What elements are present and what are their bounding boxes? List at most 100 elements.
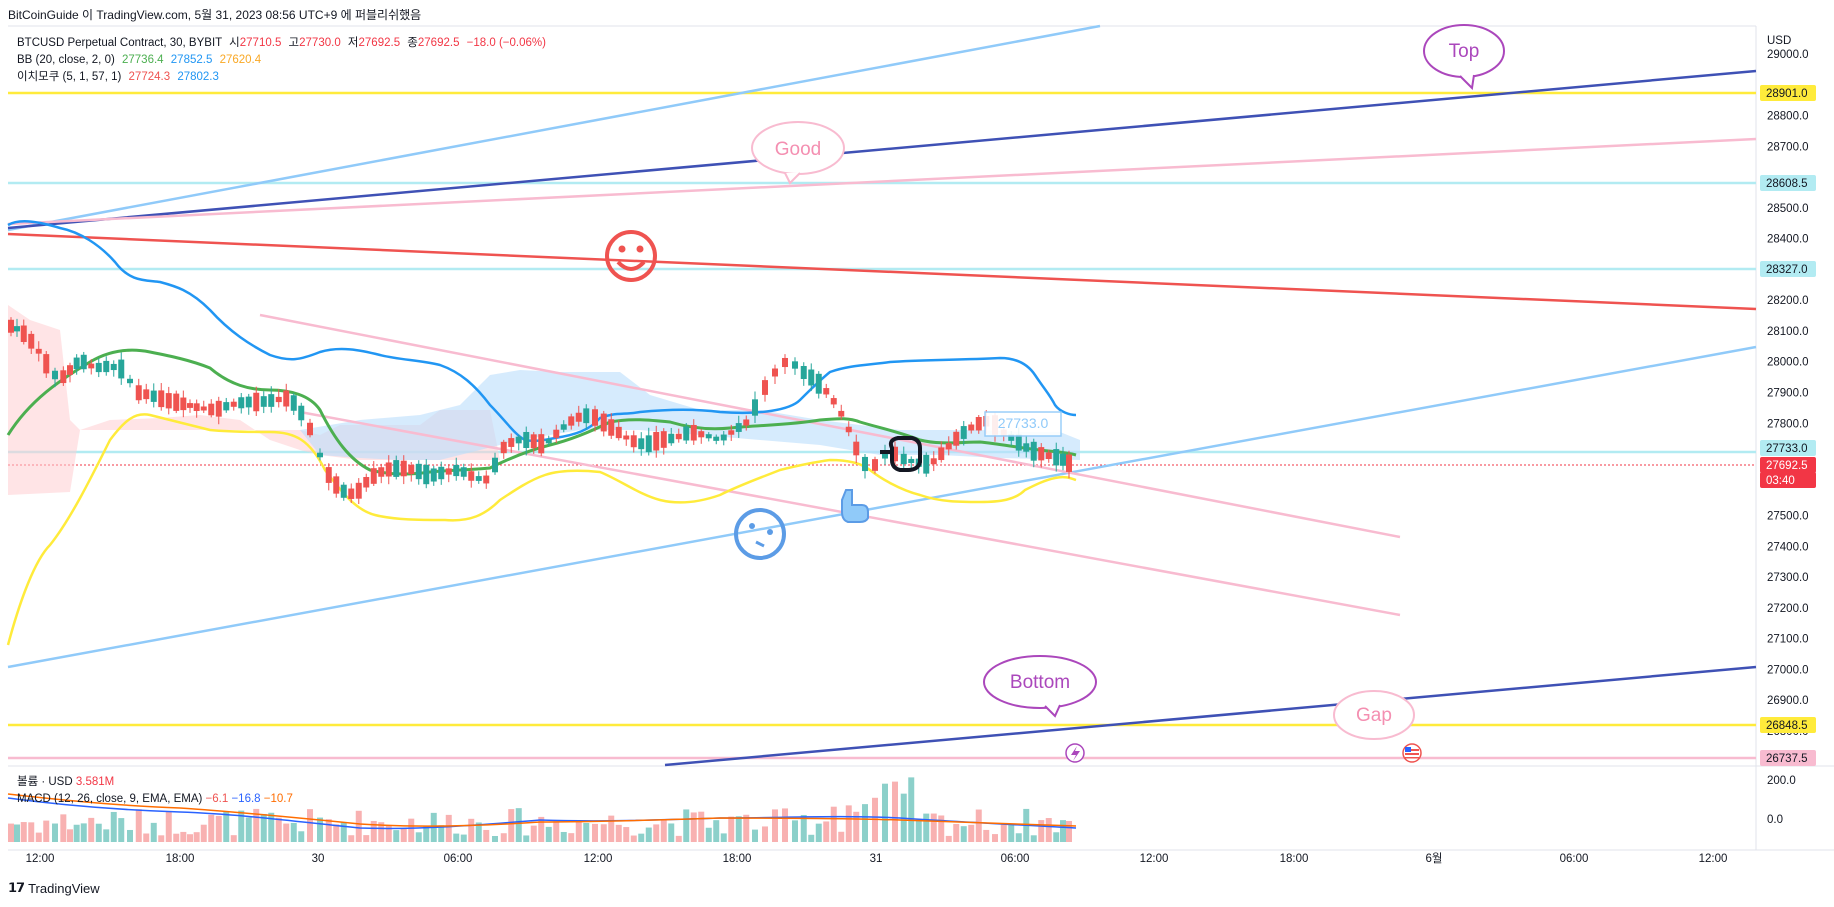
trend-line-lower-dark-blue[interactable]	[664, 665, 1757, 767]
candle-body	[193, 403, 200, 412]
volume-bar	[830, 806, 837, 842]
time-axis[interactable]: 12:00 18:00 30 06:00 12:00 18:00 31 06:00 12:00 1…	[26, 852, 1728, 865]
symbol-legend-row[interactable]: BTCUSD Perpetual Contract, 30, BYBIT 시27…	[17, 35, 546, 52]
volume-bar	[445, 814, 452, 842]
volume-bar	[20, 822, 27, 842]
candle-body	[823, 388, 830, 395]
price-note-callout[interactable]: 27733.0	[984, 411, 1062, 437]
candle-body	[275, 396, 282, 403]
volume-bar	[945, 835, 952, 842]
volume-bar	[317, 817, 323, 842]
bb-lower-band[interactable]	[6, 413, 1077, 646]
volume-bar	[245, 817, 252, 842]
trend-line-red[interactable]	[7, 232, 1757, 311]
volume-histogram[interactable]	[8, 777, 1072, 842]
candle-body	[862, 456, 868, 472]
candle-body	[268, 394, 275, 407]
candle-body	[127, 378, 133, 384]
bb-basis-value: 27736.4	[122, 54, 164, 66]
lightning-event-icon[interactable]	[1065, 743, 1085, 763]
volume-bar	[660, 819, 667, 842]
candle-body	[475, 476, 482, 481]
volume-bar	[460, 834, 467, 842]
volume-bar	[592, 823, 598, 842]
footer-branding[interactable]: 𝟭𝟳 TradingView	[8, 880, 100, 896]
chart-legend: BTCUSD Perpetual Contract, 30, BYBIT 시27…	[17, 35, 546, 86]
volume-bar	[28, 822, 35, 842]
clock-face-icon[interactable]	[734, 508, 786, 560]
time-tick-label: 31	[870, 853, 883, 865]
good-callout[interactable]: Good	[751, 121, 845, 185]
bb-upper-band[interactable]	[7, 220, 1077, 443]
price-tick-label: 27000.0	[1767, 664, 1809, 676]
bottom-callout-label: Bottom	[1010, 672, 1070, 693]
candle-body	[408, 464, 415, 475]
volume-bar	[110, 811, 117, 842]
macd-axis[interactable]: 200.0 0.0	[1767, 775, 1796, 826]
gap-callout[interactable]: Gap	[1333, 690, 1415, 740]
macd-legend-row[interactable]: MACD (12, 26, close, 9, EMA, EMA) −6.1 −…	[17, 791, 293, 808]
volume-bar	[1038, 820, 1045, 842]
volume-bar	[408, 818, 415, 842]
volume-bar	[385, 825, 392, 842]
grabbing-hand-icon[interactable]	[880, 436, 922, 472]
candle-body	[238, 397, 245, 409]
macd-tick-label: 200.0	[1767, 775, 1796, 787]
us-flag-event-icon[interactable]	[1402, 743, 1422, 763]
volume-bar	[915, 819, 922, 842]
bb-label: BB (20, close, 2, 0)	[17, 54, 115, 66]
candle-body	[735, 423, 742, 432]
price-tick-label: 28800.0	[1767, 111, 1809, 123]
candle-body	[348, 488, 355, 499]
smiley-face-icon[interactable]	[605, 230, 657, 282]
time-tick-label: 06:00	[1001, 853, 1030, 865]
trend-line-upper-pink[interactable]	[7, 137, 1757, 226]
volume-bar	[67, 829, 73, 842]
price-axis-tags: 28901.0 28608.5 28327.0 27733.0 27692.5 03:40…	[1760, 85, 1816, 766]
candle-body	[762, 380, 768, 395]
price-axis[interactable]: USD 29000.0 28800.0 28700.0 28500.0 28400.0 2…	[1767, 35, 1809, 738]
candle-body	[530, 434, 537, 449]
price-tag-bg	[1760, 261, 1816, 277]
bottom-callout[interactable]: Bottom	[983, 655, 1097, 718]
ichimoku-legend-row[interactable]: 이치모쿠 (5, 1, 57, 1) 27724.3 27802.3	[17, 69, 546, 86]
macd-signal-line[interactable]	[7, 793, 1077, 827]
macd-line[interactable]	[7, 797, 1077, 830]
trend-line-support-light-blue[interactable]	[7, 345, 1757, 669]
candle-body	[882, 451, 888, 459]
price-tag-bg	[1760, 85, 1816, 101]
candle-body	[8, 319, 14, 333]
pointing-hand-icon[interactable]	[841, 489, 869, 523]
candle-body	[208, 403, 215, 416]
candle-body	[378, 467, 385, 477]
candle-body	[173, 393, 180, 411]
volume-bar	[930, 813, 937, 842]
volume-legend-row[interactable]: 볼륨 · USD 3.581M	[17, 774, 293, 791]
price-tick-label: 27100.0	[1767, 634, 1809, 646]
candle-body	[333, 476, 340, 494]
price-tick-label: 26900.0	[1767, 695, 1809, 707]
trend-line-upper-dark-blue[interactable]	[7, 69, 1757, 230]
candle-body	[80, 354, 87, 370]
bb-legend-row[interactable]: BB (20, close, 2, 0) 27736.4 27852.5 276…	[17, 52, 546, 69]
volume-bar	[892, 781, 898, 842]
candle-body	[1060, 453, 1066, 466]
candle-body	[415, 463, 422, 480]
channel-line-pink-upper[interactable]	[259, 313, 1401, 539]
trend-line-upper-light-blue[interactable]	[7, 24, 1101, 232]
candle-body	[35, 348, 42, 354]
top-callout[interactable]: Top	[1423, 24, 1505, 91]
candle-body	[1030, 441, 1037, 461]
tradingview-logo-icon: 𝟭𝟳	[8, 880, 25, 895]
candle-body	[1053, 449, 1060, 466]
candle-body	[385, 462, 392, 477]
price-tag-bg	[1760, 440, 1816, 456]
time-tick-label: 12:00	[1699, 853, 1728, 865]
volume-bar	[453, 833, 460, 842]
candle-body	[453, 464, 460, 477]
time-tick-label: 6월	[1426, 852, 1443, 865]
volume-bar	[215, 815, 222, 842]
price-tick-label: 28100.0	[1767, 326, 1809, 338]
candle-body	[908, 458, 915, 464]
